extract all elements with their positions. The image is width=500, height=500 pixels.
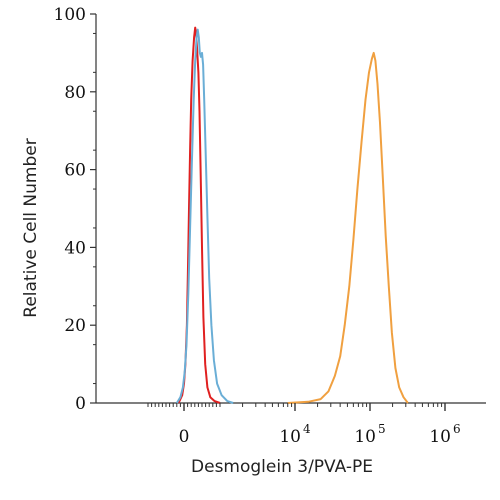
y-axis: 0 20 40 60 80 100 [54,5,96,414]
series-layer [175,26,409,404]
x-tick-label: 10 6 [429,422,460,447]
y-axis-title: Relative Cell Number [21,138,41,317]
x-axis: 0 10 4 10 5 10 6 [147,403,461,447]
y-tick-label: 60 [64,161,86,181]
y-tick-label: 80 [64,83,86,103]
histogram-series-2 [175,28,234,404]
y-tick-label: 40 [64,238,86,258]
y-tick-label: 20 [64,316,86,336]
x-tick-label: 10 4 [279,422,311,447]
x-tick-label: 0 [179,427,190,447]
histogram-series-3 [287,51,409,404]
x-axis-title: Desmoglein 3/PVA-PE [191,457,373,477]
x-tick-label: 10 5 [354,422,385,447]
y-tick-label: 100 [54,5,86,25]
plot-area [95,14,486,404]
y-tick-label: 0 [75,394,86,414]
